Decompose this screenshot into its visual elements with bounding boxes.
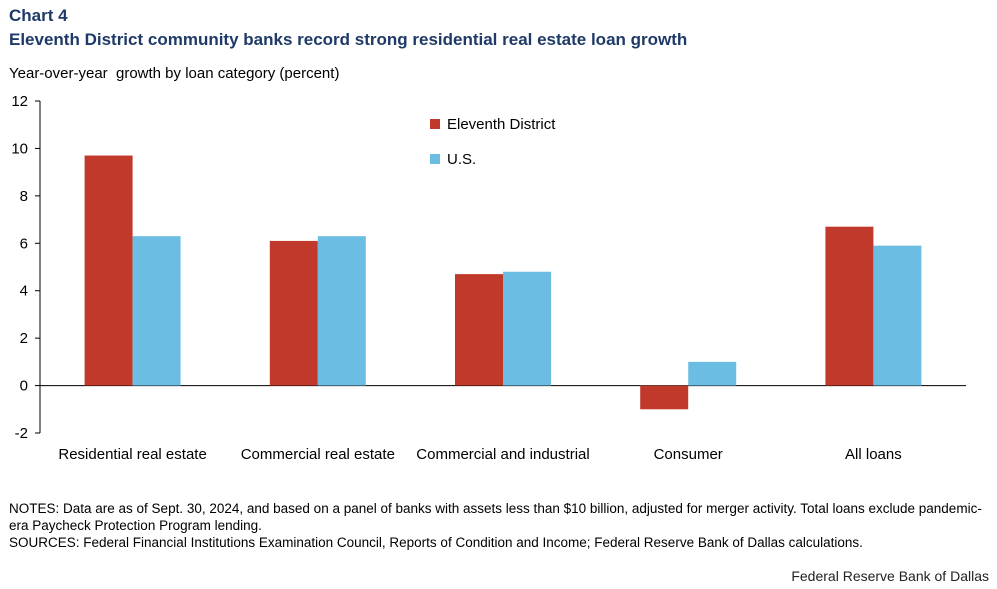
legend-label: U.S. — [447, 151, 476, 168]
x-tick-label: Commercial and industrial — [416, 446, 589, 463]
bar — [688, 361, 737, 386]
notes-text: NOTES: Data are as of Sept. 30, 2024, an… — [9, 501, 982, 533]
x-tick-label: Residential real estate — [58, 446, 206, 463]
bar — [132, 236, 181, 386]
chart-axes: -2 0 2 4 6 8 10 12 Residential real estate Commer… — [11, 93, 966, 463]
bar-chart: -2 0 2 4 6 8 10 12 Residential real estate Commer… — [11, 93, 966, 463]
bar — [84, 155, 133, 386]
bar — [825, 226, 874, 386]
y-tick-label: 0 — [20, 378, 28, 395]
y-tick-label: 12 — [11, 93, 28, 110]
chart-number: Chart 4 — [9, 6, 68, 25]
y-tick-label: 8 — [20, 188, 28, 205]
y-tick-label: 2 — [20, 330, 28, 347]
bar — [640, 385, 689, 410]
bar — [455, 274, 503, 386]
chart-title: Eleventh District community banks record… — [9, 30, 688, 49]
y-tick-label: -2 — [15, 425, 28, 442]
bar — [317, 236, 366, 386]
legend-label: Eleventh District — [447, 116, 556, 133]
y-axis-label: Year-over-year growth by loan category (… — [9, 65, 340, 82]
footer-source: Federal Reserve Bank of Dallas — [791, 568, 989, 584]
bar — [873, 245, 922, 386]
chart-legend: Eleventh District U.S. — [430, 116, 556, 168]
x-tick-label: Commercial real estate — [241, 446, 395, 463]
chart-bars — [84, 155, 922, 410]
y-tick-label: 10 — [11, 140, 28, 157]
y-tick-label: 4 — [20, 283, 28, 300]
y-tick-label: 6 — [20, 235, 28, 252]
bar — [503, 271, 551, 386]
legend-swatch — [430, 154, 440, 164]
x-tick-label: All loans — [845, 446, 902, 463]
x-tick-label: Consumer — [654, 446, 723, 463]
bar — [269, 240, 318, 386]
sources-text: SOURCES: Federal Financial Institutions … — [9, 535, 863, 550]
notes-block: NOTES: Data are as of Sept. 30, 2024, an… — [9, 500, 984, 551]
legend-swatch — [430, 119, 440, 129]
